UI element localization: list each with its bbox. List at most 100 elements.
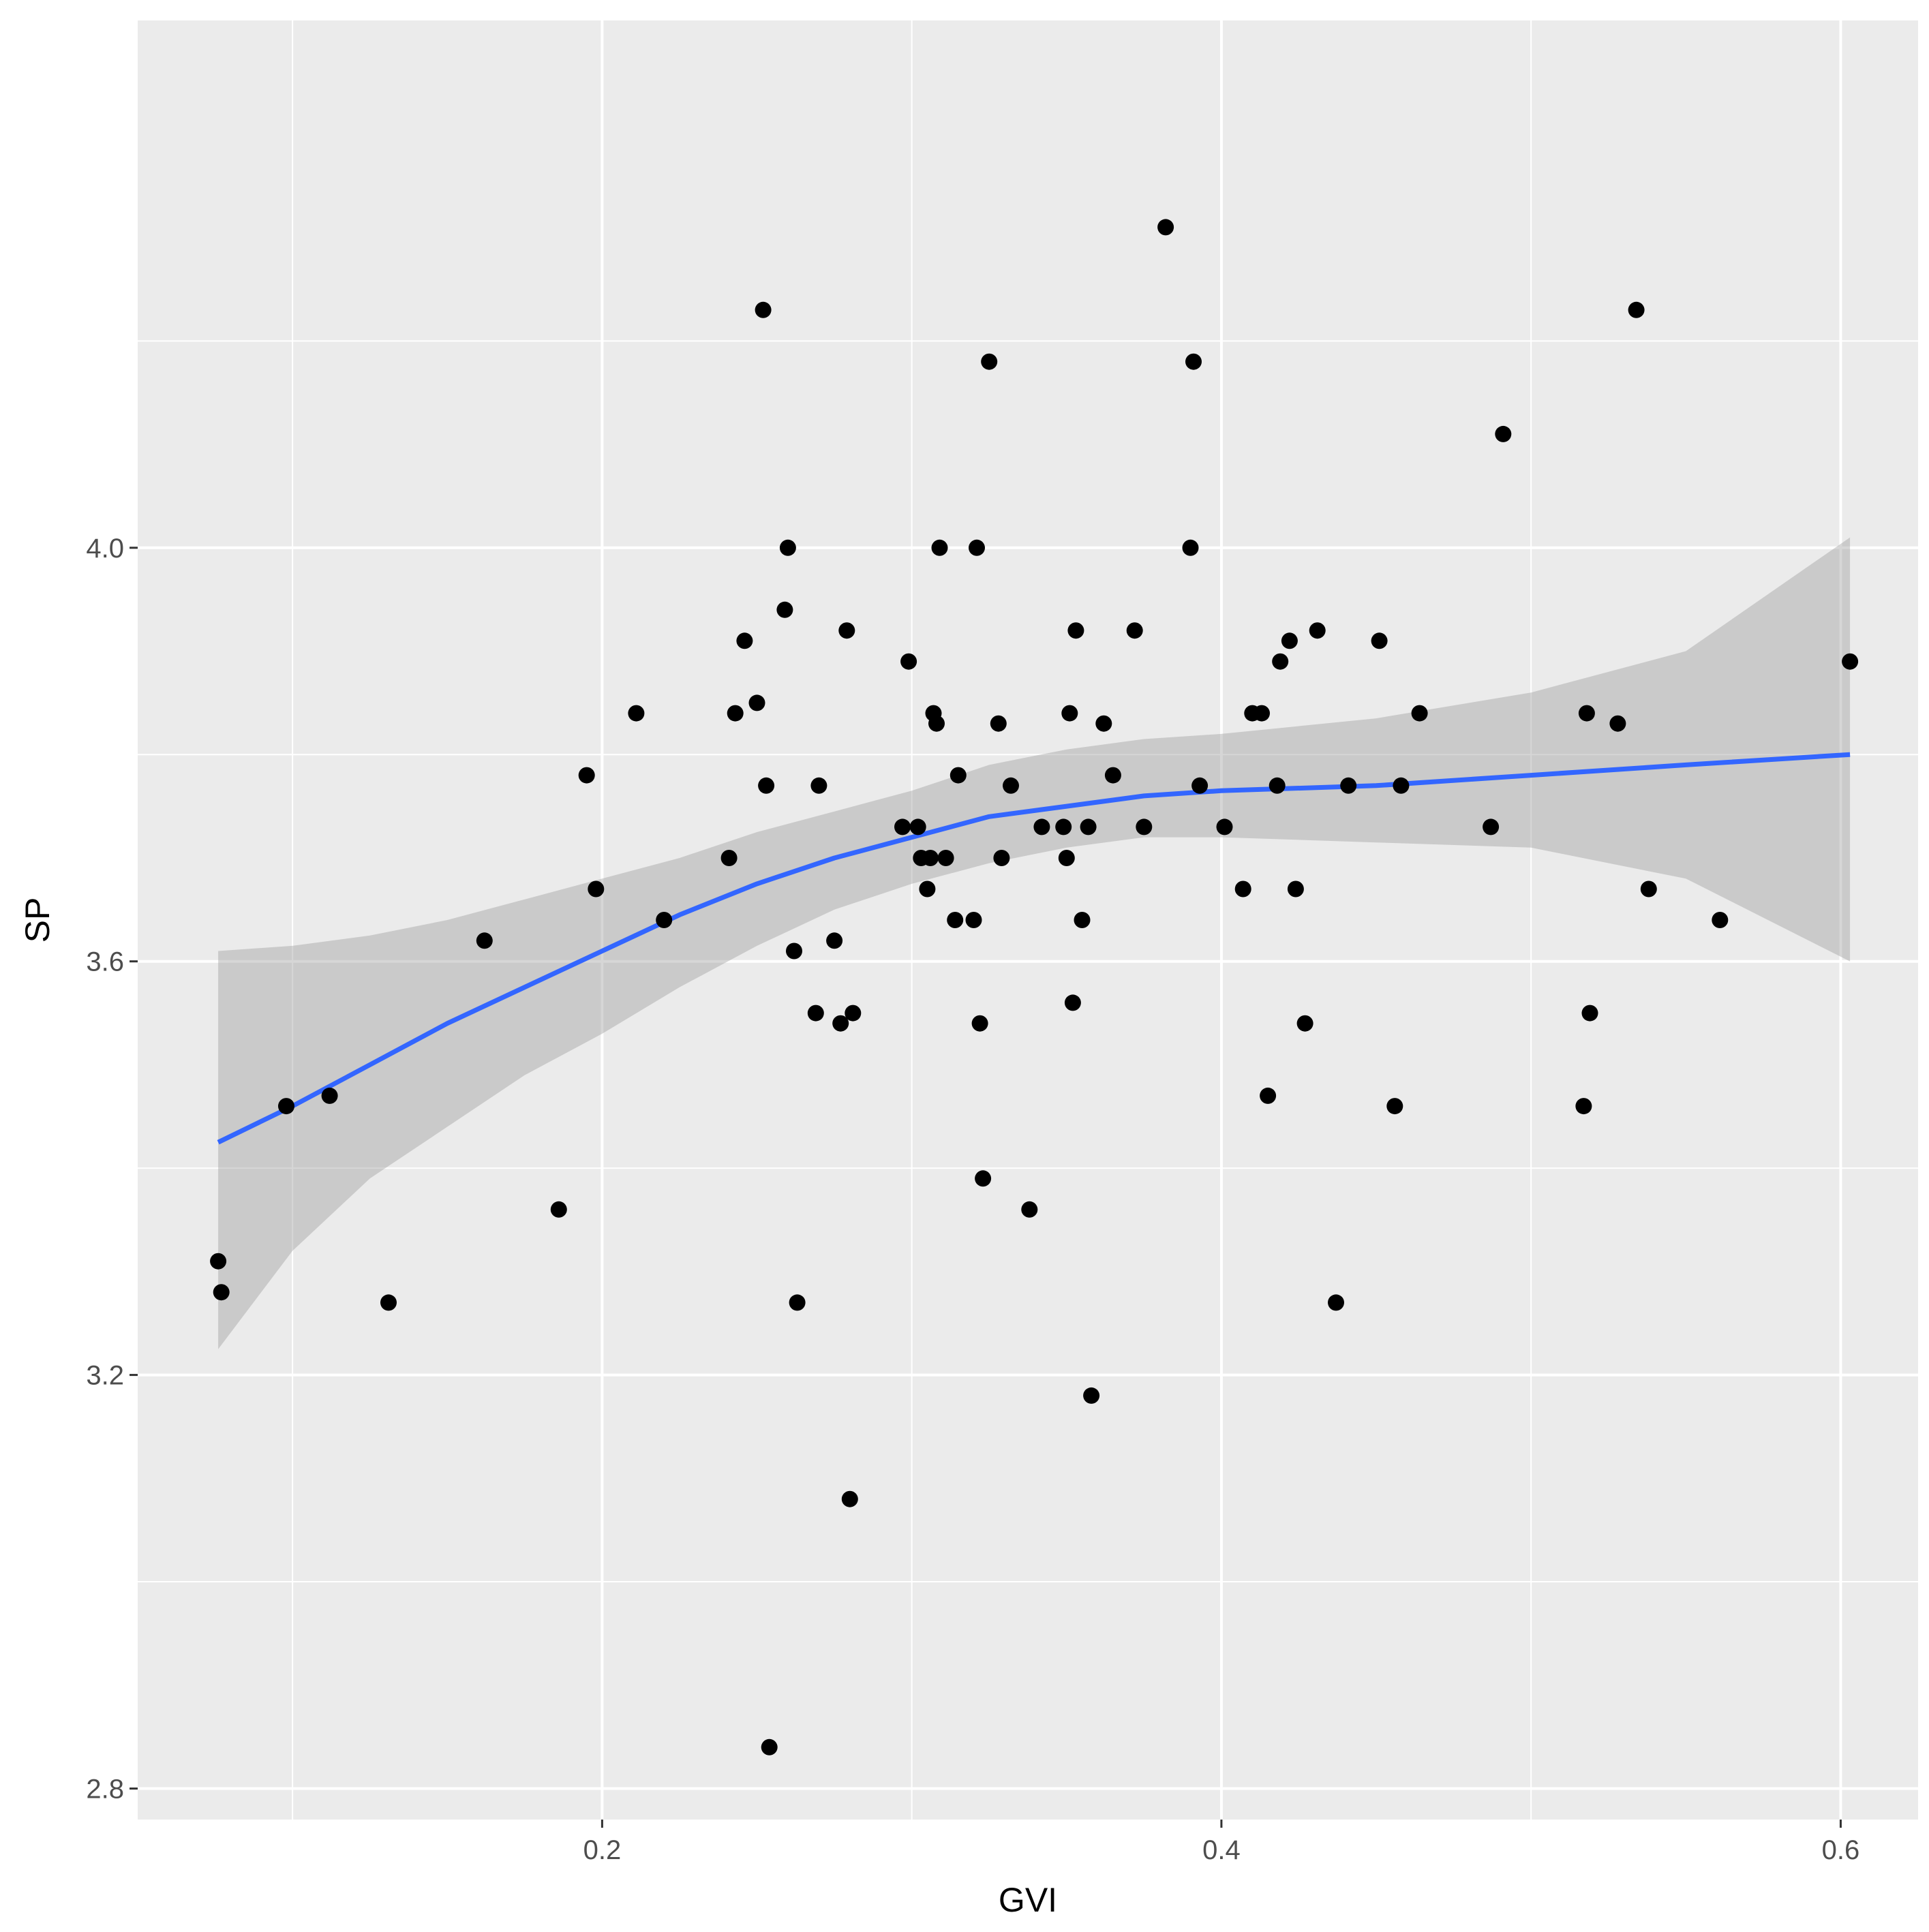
data-point [588,880,605,898]
data-point [213,1284,230,1301]
data-point [1003,777,1019,794]
data-point [628,705,645,722]
data-point [931,539,948,556]
data-point [950,767,967,784]
data-point [1411,705,1428,722]
data-point [380,1294,397,1311]
data-point [1191,777,1209,794]
data-point [810,777,827,794]
data-point [1371,632,1388,649]
data-point [900,653,917,670]
minor-gridlines [138,20,1918,1820]
data-point [1495,425,1512,442]
data-point [1055,818,1072,835]
data-point [779,539,796,556]
data-point [1185,353,1202,370]
data-point [1269,777,1286,794]
data-point [758,777,775,794]
data-point [755,301,772,318]
y-tick-label: 3.6 [86,947,124,977]
y-axis: 2.8 3.2 3.6 4.0 [86,534,138,1804]
data-point [838,622,855,639]
data-point [727,705,744,722]
x-tick-label: 0.4 [1202,1835,1241,1865]
data-point [321,1087,338,1104]
data-point [1712,912,1729,928]
data-point [1640,880,1657,898]
data-point [476,932,493,949]
data-point [1126,622,1143,639]
data-point [1609,715,1626,732]
data-point [761,1738,778,1755]
data-points [210,219,1859,1755]
x-axis-title: GVI [999,1881,1057,1919]
data-point [919,880,936,898]
data-point [1842,653,1859,670]
data-point [832,1015,849,1032]
data-point [720,850,738,866]
data-point [1254,705,1270,722]
data-point [965,912,982,928]
data-point [909,818,926,835]
data-point [1095,715,1112,732]
data-point [1281,632,1298,649]
data-point [1074,912,1091,928]
data-point [841,1490,858,1507]
y-tick-label: 4.0 [86,534,124,564]
data-point [1067,622,1084,639]
data-point [578,767,595,784]
data-point [894,818,911,835]
data-point [1578,705,1595,722]
data-point [981,353,998,370]
data-point [786,942,802,960]
data-point [1483,818,1500,835]
data-point [1393,777,1410,794]
data-point [1575,1098,1592,1115]
data-point [845,1005,862,1022]
data-point [656,912,673,928]
plot-background [138,20,1918,1820]
data-point [1061,705,1078,722]
data-point [789,1294,806,1311]
data-point [1058,850,1075,866]
data-point [1340,777,1357,794]
data-point [278,1098,294,1115]
data-point [1083,1387,1100,1404]
data-point [1064,994,1081,1011]
data-point [736,632,753,649]
data-point [826,932,843,949]
data-point [937,850,954,866]
data-point [1260,1087,1277,1104]
x-tick-label: 0.6 [1822,1835,1860,1865]
data-point [947,912,964,928]
data-point [975,1170,992,1187]
data-point [971,1015,988,1032]
y-axis-title: SP [18,898,57,943]
x-axis: 0.2 0.4 0.6 [583,1820,1860,1865]
data-point [1581,1005,1598,1022]
data-point [807,1005,824,1022]
data-point [993,850,1010,866]
data-point [1386,1098,1403,1115]
data-point [1033,818,1050,835]
major-gridlines [138,20,1918,1820]
data-point [990,715,1007,732]
y-tick-label: 2.8 [86,1774,124,1804]
data-point [1234,880,1251,898]
data-point [1628,301,1645,318]
data-point [210,1253,227,1270]
data-point [550,1201,567,1218]
data-point [1104,767,1121,784]
data-point [1296,1015,1313,1032]
data-point [1021,1201,1038,1218]
data-point [1157,219,1174,236]
data-point [1080,818,1097,835]
data-point [1182,539,1199,556]
data-point [922,850,939,866]
data-point [1272,653,1289,670]
data-point [1328,1294,1344,1311]
data-point [748,694,765,711]
data-point [1309,622,1326,639]
